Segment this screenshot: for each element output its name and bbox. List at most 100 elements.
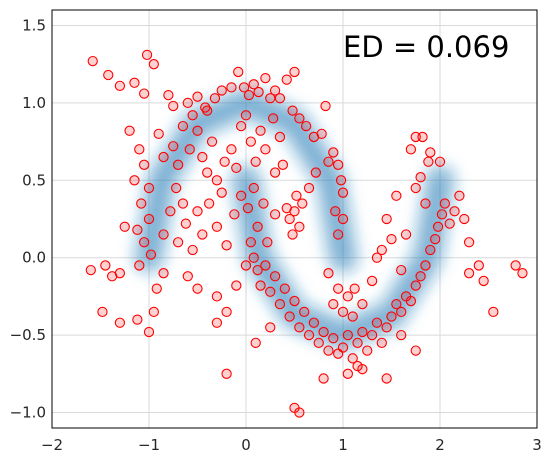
scatter-point <box>177 120 189 132</box>
scatter-point <box>138 88 150 99</box>
scatter-point <box>294 113 305 124</box>
x-tick-label: −1 <box>138 436 160 454</box>
y-tick-label: −1.0 <box>10 404 46 422</box>
scatter-point <box>289 295 300 307</box>
scatter-point <box>203 198 215 209</box>
scatter-point <box>252 221 263 232</box>
scatter-point <box>250 337 261 349</box>
scatter-point <box>294 322 305 333</box>
scatter-point <box>269 271 281 282</box>
scatter-point <box>85 264 96 276</box>
scatter-point <box>226 82 237 93</box>
scatter-point <box>342 329 353 341</box>
scatter-point <box>238 82 250 93</box>
scatter-point <box>328 298 339 310</box>
scatter-point <box>386 311 397 322</box>
scatter-point <box>129 77 140 88</box>
scatter-point <box>281 74 292 85</box>
scatter-point <box>229 209 240 220</box>
scatter-point <box>342 368 353 379</box>
scatter-point <box>415 271 426 282</box>
scatter-point <box>277 159 289 170</box>
scatter-point <box>211 317 223 328</box>
scatter-point <box>420 260 431 271</box>
scatter-point <box>332 229 344 240</box>
scatter-point <box>279 283 290 294</box>
scatter-point <box>197 229 208 240</box>
scatter-point <box>235 120 247 132</box>
scatter-point <box>168 141 179 152</box>
scatter-point <box>289 66 300 78</box>
scatter-point <box>376 244 387 256</box>
scatter-point <box>192 125 203 136</box>
scatter-point <box>425 147 436 158</box>
scatter-point <box>265 322 276 333</box>
scatter-point <box>240 260 252 271</box>
scatter-point <box>352 337 363 349</box>
scatter-point <box>444 218 455 229</box>
scatter-point <box>323 268 334 279</box>
scatter-point <box>318 373 329 384</box>
scatter-point <box>381 322 392 333</box>
scatter-point <box>211 175 223 186</box>
scatter-point <box>281 203 292 214</box>
scatter-point <box>260 72 271 84</box>
scatter-point <box>439 198 450 209</box>
scatter-point <box>231 162 242 174</box>
y-tick-label: 0.5 <box>22 171 46 189</box>
upper-moon-density-core <box>143 96 349 264</box>
scatter-point <box>396 264 407 276</box>
scatter-point <box>454 190 465 201</box>
scatter-point <box>206 136 218 147</box>
scatter-point <box>171 182 182 194</box>
scatter-point <box>145 249 157 260</box>
scatter-point <box>381 373 392 384</box>
scatter-point <box>376 337 387 349</box>
scatter-point <box>253 86 264 98</box>
scatter-point <box>231 280 242 291</box>
scatter-point <box>211 291 223 302</box>
scatter-point <box>219 156 230 167</box>
y-tick-label: 0.0 <box>22 249 46 267</box>
scatter-point <box>248 182 259 194</box>
scatter-point <box>299 306 310 318</box>
scatter-point <box>310 167 321 178</box>
scatter-point <box>362 345 373 356</box>
scatter-point <box>168 100 179 112</box>
ed-annotation: ED = 0.069 <box>343 30 509 64</box>
scatter-point <box>410 345 421 356</box>
scatter-point <box>268 113 279 124</box>
scatter-point <box>134 260 145 271</box>
scatter-point <box>391 190 402 201</box>
scatter-point <box>357 326 368 338</box>
scatter-point <box>262 237 273 248</box>
scatter-point <box>221 306 232 318</box>
scatter-point <box>202 105 213 116</box>
x-tick-label: 1 <box>338 436 348 454</box>
scatter-point <box>226 144 237 155</box>
scatter-point <box>153 128 164 140</box>
scatter-point <box>132 314 143 325</box>
scatter-point <box>473 260 484 271</box>
scatter-point <box>410 182 421 194</box>
scatter-point <box>396 329 407 341</box>
tick-labels: −2 −1 0 1 2 3 −1.0 −0.5 0.0 0.5 1.0 1.5 <box>10 16 542 454</box>
scatter-point <box>405 295 417 307</box>
scatter-point <box>209 93 221 104</box>
scatter-point <box>337 342 349 353</box>
scatter-point <box>242 203 254 214</box>
scatter-point <box>221 368 232 379</box>
scatter-point <box>332 159 344 170</box>
scatter-point <box>357 298 368 310</box>
scatter-point <box>124 125 135 136</box>
scatter-point <box>240 110 252 121</box>
scatter-point <box>143 182 155 194</box>
scatter-point <box>197 151 208 163</box>
scatter-point <box>510 260 521 271</box>
scatter-point <box>332 283 344 294</box>
scatter-point <box>192 206 203 217</box>
scatter-point <box>143 326 155 338</box>
scatter-point <box>187 244 198 256</box>
scatter-point <box>313 337 324 349</box>
scatter-point <box>400 229 412 240</box>
